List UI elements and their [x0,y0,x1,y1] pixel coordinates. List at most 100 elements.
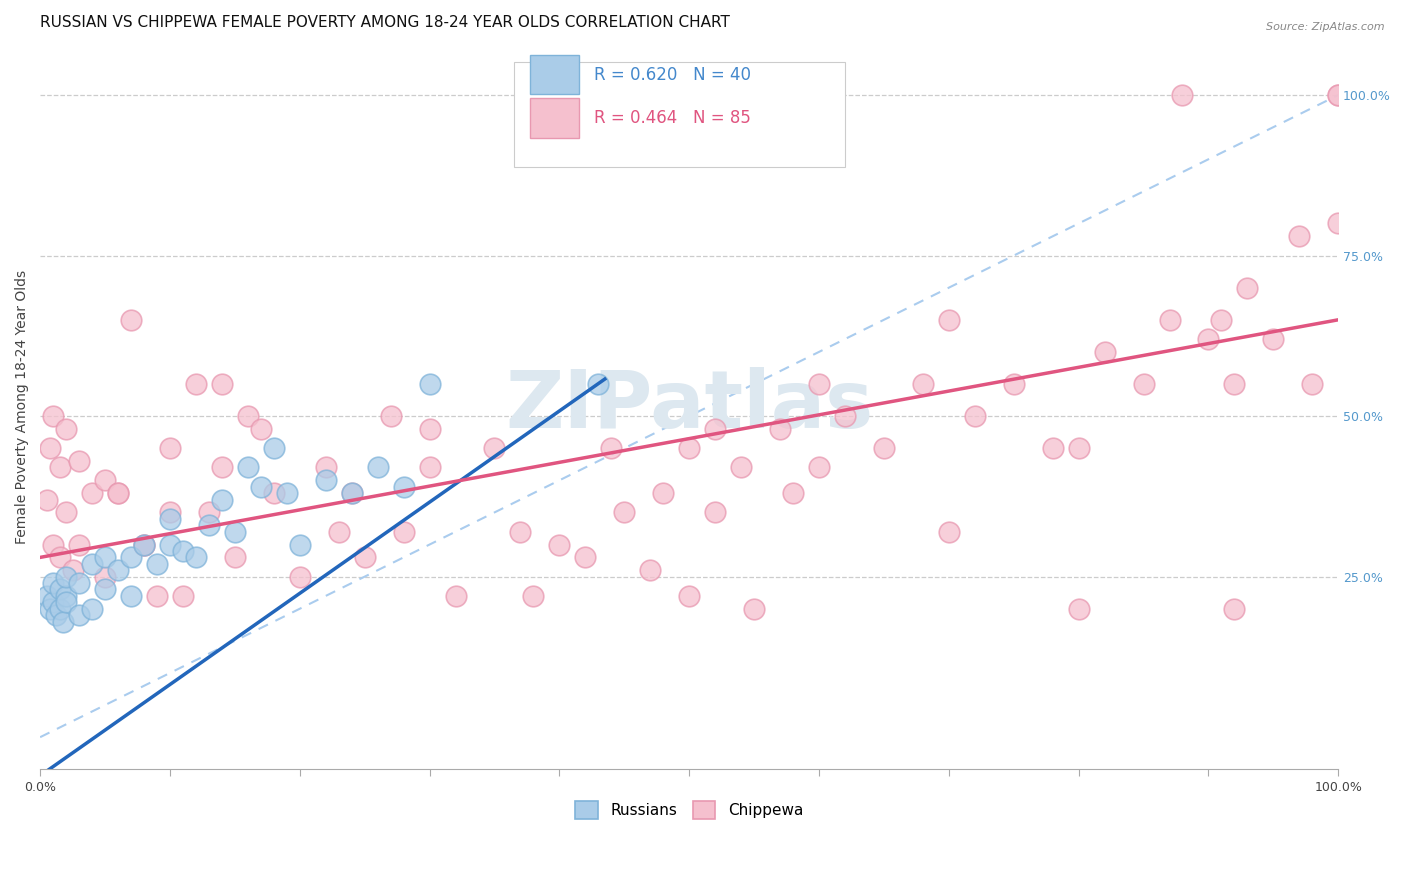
Point [704,422,727,436]
Point [236,460,259,475]
Text: RUSSIAN VS CHIPPEWA FEMALE POVERTY AMONG 18-24 YEAR OLDS CORRELATION CHART: RUSSIAN VS CHIPPEWA FEMALE POVERTY AMONG… [41,15,730,30]
Point [1094,345,1116,359]
Point [249,422,271,436]
Point [55,589,77,603]
Point [55,505,77,519]
Point [938,524,960,539]
Point [574,550,596,565]
Point [80,557,103,571]
Text: R = 0.620   N = 40: R = 0.620 N = 40 [595,65,751,84]
Point [522,589,544,603]
Point [1223,377,1246,392]
Point [55,422,77,436]
Point [211,460,233,475]
Point [132,537,155,551]
Point [48,550,70,565]
Point [107,563,129,577]
Point [48,582,70,597]
Point [120,550,142,565]
Point [315,473,337,487]
Point [45,608,67,623]
Point [224,524,246,539]
Point [1211,313,1233,327]
Point [159,537,181,551]
Point [224,550,246,565]
Point [1301,377,1323,392]
Point [1067,441,1090,455]
Text: ZIPatlas: ZIPatlas [505,368,873,445]
Point [288,537,311,551]
Point [613,505,636,519]
FancyBboxPatch shape [530,98,579,138]
Point [392,524,415,539]
Legend: Russians, Chippewa: Russians, Chippewa [568,793,811,827]
Point [419,422,441,436]
Point [1132,377,1154,392]
Point [353,550,375,565]
Point [146,589,169,603]
Point [55,595,77,609]
Point [67,537,90,551]
Point [340,486,363,500]
Point [938,313,960,327]
Point [600,441,623,455]
Point [769,422,792,436]
Point [55,569,77,583]
Point [1327,88,1350,103]
Point [782,486,804,500]
Point [638,563,661,577]
Point [911,377,934,392]
Point [42,409,65,423]
Point [184,550,207,565]
Point [120,589,142,603]
Point [80,486,103,500]
Point [159,441,181,455]
Point [328,524,350,539]
Point [419,377,441,392]
Point [159,512,181,526]
Point [198,518,221,533]
Point [548,537,571,551]
Point [172,544,194,558]
Y-axis label: Female Poverty Among 18-24 Year Olds: Female Poverty Among 18-24 Year Olds [15,269,30,543]
Point [35,589,58,603]
Point [42,595,65,609]
Point [263,486,285,500]
Point [39,601,62,615]
Point [172,589,194,603]
Point [340,486,363,500]
Point [1327,88,1350,103]
Text: Source: ZipAtlas.com: Source: ZipAtlas.com [1267,22,1385,32]
Point [1197,332,1219,346]
Point [67,608,90,623]
Point [1223,601,1246,615]
Point [652,486,675,500]
Point [120,313,142,327]
Point [730,460,752,475]
Point [132,537,155,551]
Point [62,563,84,577]
Point [380,409,402,423]
Point [484,441,506,455]
Point [1236,281,1258,295]
Point [742,601,765,615]
Point [94,550,117,565]
Point [42,537,65,551]
Point [263,441,285,455]
Point [52,615,75,629]
Point [39,441,62,455]
Point [107,486,129,500]
Point [236,409,259,423]
Point [35,492,58,507]
Point [1288,229,1310,244]
Point [704,505,727,519]
Point [444,589,467,603]
Point [873,441,896,455]
Point [678,589,700,603]
Point [288,569,311,583]
Point [107,486,129,500]
Point [963,409,986,423]
Point [1067,601,1090,615]
Point [67,454,90,468]
Point [1171,88,1194,103]
